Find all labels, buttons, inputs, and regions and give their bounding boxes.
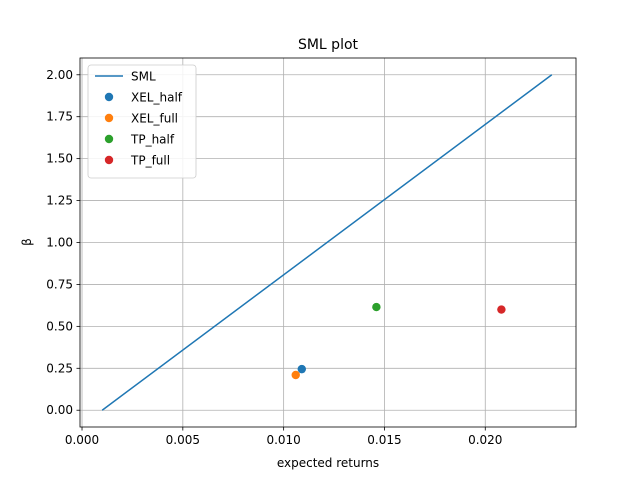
x-tick-label: 0.005	[166, 433, 200, 447]
y-tick-label: 0.00	[46, 403, 73, 417]
legend-swatch-tp-half	[104, 134, 114, 144]
legend-label-tp-full: TP_full	[130, 154, 170, 168]
y-tick-label: 1.75	[46, 110, 73, 124]
chart-title: SML plot	[298, 37, 359, 53]
legend-box	[87, 64, 197, 179]
y-tick-label: 0.50	[46, 319, 73, 333]
sml-line	[101, 74, 553, 411]
legend-label-xel-full: XEL_full	[131, 112, 178, 126]
y-tick-label: 2.00	[46, 68, 73, 82]
legend-swatch-xel-full	[104, 113, 114, 123]
x-tick-label: 0.010	[266, 433, 300, 447]
legend-label-xel-half: XEL_half	[131, 91, 183, 105]
point-tp-half	[372, 302, 381, 312]
x-axis-label: expected returns	[277, 456, 379, 470]
x-tick-label: 0.020	[468, 433, 502, 447]
legend-swatch-tp-full	[104, 155, 114, 165]
point-tp-full	[497, 305, 506, 314]
y-tick-label: 0.25	[46, 361, 73, 375]
y-axis-label: β	[20, 238, 34, 246]
y-tick-label: 1.25	[46, 194, 73, 208]
legend: SML XEL_half XEL_full TP_half TP_full	[87, 64, 197, 179]
point-xel-full	[291, 370, 300, 380]
y-tick-label: 0.75	[46, 277, 73, 291]
legend-label-tp-half: TP_half	[130, 133, 175, 147]
x-tick-label: 0.015	[367, 433, 401, 447]
point-xel-half	[297, 364, 306, 374]
legend-swatch-xel-half	[104, 92, 114, 102]
plot-data	[101, 74, 553, 411]
legend-label-sml: SML	[131, 70, 156, 84]
y-tick-label: 1.50	[46, 152, 73, 166]
axis-ticks: 0.000 0.005 0.010 0.015 0.020 0.00 0.25 0.50 0.7…	[46, 68, 502, 447]
y-tick-label: 1.00	[46, 236, 73, 250]
x-tick-label: 0.000	[65, 433, 99, 447]
